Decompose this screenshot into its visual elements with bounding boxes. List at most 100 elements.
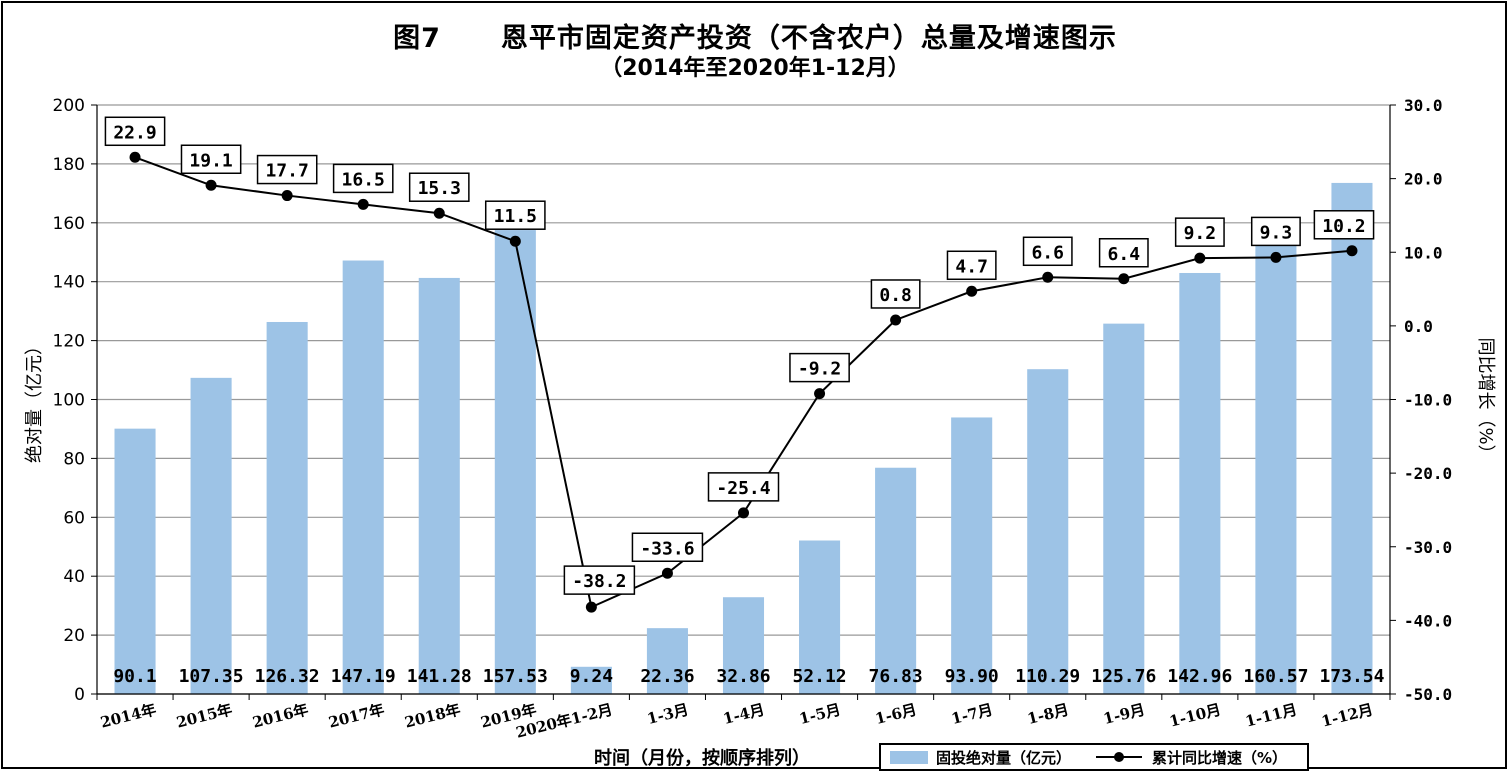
line-value-label: 19.1 <box>189 150 232 171</box>
y-axis-right-title: 同比增长（%） <box>1475 337 1496 462</box>
y-right-tick-label: -40.0 <box>1404 611 1452 630</box>
bar <box>1103 323 1145 694</box>
line-value-label-box <box>789 352 850 383</box>
bar-value-label: 52.12 <box>792 666 846 687</box>
bar-value-label: 147.19 <box>331 666 396 687</box>
line-layer <box>129 151 1358 613</box>
x-tick-label: 1-12月 <box>1320 700 1375 730</box>
x-tick-label: 2015年 <box>175 700 234 731</box>
line-value-label-box <box>1250 216 1301 247</box>
bar <box>342 260 384 694</box>
line-point <box>509 235 521 247</box>
line-point <box>1118 273 1130 285</box>
line-point <box>357 198 369 210</box>
line-value-label: -33.6 <box>640 538 694 559</box>
bar <box>646 628 688 694</box>
y-right-tick-label: -10.0 <box>1404 391 1452 410</box>
line-value-label: -25.4 <box>716 478 770 499</box>
line-value-label-box <box>408 172 470 202</box>
y-left-tick-label: 60 <box>63 508 85 528</box>
y-left-tick-label: 160 <box>53 214 85 234</box>
bar-label-layer: 90.1 107.35 126.32 147.19 141.28 157.53 9.24 22… <box>113 666 1384 687</box>
bar <box>570 666 612 694</box>
line-point <box>1270 251 1282 263</box>
x-tick-label: 1-6月 <box>873 700 918 728</box>
bar <box>875 467 917 694</box>
y-right-tick-label: 0.0 <box>1404 317 1433 336</box>
bar-value-label: 126.32 <box>255 666 320 687</box>
bar-value-label: 93.90 <box>945 666 999 687</box>
chart-subtitle: （2014年至2020年1-12月） <box>600 56 910 81</box>
bar-value-label: 107.35 <box>179 666 244 687</box>
bar-value-label: 160.57 <box>1243 666 1308 687</box>
y-left-tick-label: 180 <box>53 155 85 175</box>
line-value-label-box <box>870 279 921 309</box>
bar-value-label: 32.86 <box>716 666 770 687</box>
y-right-tick-label: 30.0 <box>1404 96 1443 115</box>
bar <box>190 377 232 694</box>
line-value-label: 9.2 <box>1184 223 1217 244</box>
x-tick-label: 1-7月 <box>949 700 994 728</box>
x-tick-label: 1-5月 <box>797 700 842 728</box>
legend-bar-swatch <box>890 751 928 764</box>
line-value-label-box <box>332 163 394 194</box>
line-value-label-box <box>563 565 636 595</box>
x-tick-label: 2014年 <box>99 700 158 731</box>
bar <box>722 597 765 694</box>
x-tick-label: 1-8月 <box>1025 700 1070 728</box>
bar <box>1331 182 1373 695</box>
line-value-label: 10.2 <box>1322 216 1365 237</box>
bar-value-label: 141.28 <box>407 666 472 687</box>
x-tick-label: 2018年 <box>403 700 462 731</box>
line-point <box>1346 245 1358 257</box>
line-value-label-box <box>1174 217 1225 247</box>
bar <box>494 230 536 694</box>
chart-title: 图7 恩平市固定资产投资（不含农户）总量及增速图示 <box>0 16 1510 55</box>
y-right-tick-label: 10.0 <box>1404 243 1443 262</box>
line-value-label-box <box>707 472 780 502</box>
line-point <box>129 151 141 163</box>
line-point <box>1042 271 1054 283</box>
line-point <box>661 567 673 579</box>
line-value-label: 6.4 <box>1108 244 1141 265</box>
line-value-label: 4.7 <box>955 256 988 277</box>
bar-value-label: 110.29 <box>1015 666 1080 687</box>
line-value-label-box <box>104 116 166 147</box>
line-value-label-box <box>1022 236 1073 267</box>
line-point <box>738 507 749 519</box>
line-value-label-box <box>1313 210 1375 240</box>
y-left-tick-label: 40 <box>63 567 85 587</box>
legend-box <box>879 743 1309 771</box>
line-value-label-box <box>946 250 997 281</box>
bar-layer <box>114 182 1373 695</box>
y-right-tick-label: -50.0 <box>1404 685 1452 704</box>
bar-value-label: 173.54 <box>1319 666 1384 687</box>
line-point <box>814 388 826 400</box>
y-right-tick-label: -20.0 <box>1404 464 1452 483</box>
y-right-tick-label: 20.0 <box>1404 170 1443 189</box>
x-tick-label: 1-11月 <box>1244 700 1299 730</box>
y-left-tick-label: 20 <box>63 626 85 646</box>
y-left-tick-label: 100 <box>53 391 85 411</box>
line-value-label-box <box>631 532 704 563</box>
line-value-label: 22.9 <box>113 122 156 143</box>
bar <box>1179 272 1221 694</box>
y-left-tick-label: 0 <box>74 685 85 705</box>
y-left-tick-label: 140 <box>53 273 85 293</box>
x-tick-label: 2017年 <box>327 700 386 731</box>
line-point <box>966 285 978 297</box>
line-value-label: 0.8 <box>879 285 912 306</box>
line-value-label: 15.3 <box>418 178 461 199</box>
x-tick-label: 1-4月 <box>721 700 766 728</box>
bar <box>799 540 841 694</box>
line-point <box>1194 252 1206 264</box>
x-tick-label: 2016年 <box>251 700 310 731</box>
x-axis-title: 时间（月份，按顺序排列） <box>594 747 810 769</box>
bar-value-label: 125.76 <box>1091 666 1156 687</box>
bar-value-label: 142.96 <box>1167 666 1232 687</box>
y-axis-left-title: 绝对量（亿元） <box>24 337 45 463</box>
line-point <box>281 190 293 202</box>
bar-value-label: 157.53 <box>483 666 548 687</box>
legend-bar-label: 固投绝对量（亿元） <box>936 749 1071 767</box>
